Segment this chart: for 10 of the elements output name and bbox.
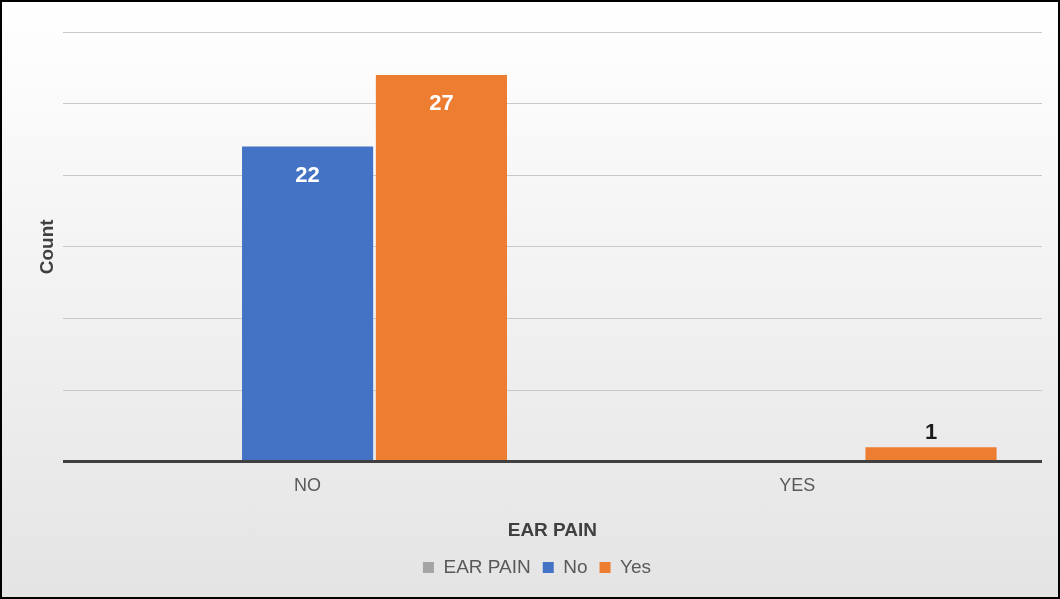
legend-label: No	[563, 555, 588, 577]
y-axis-title: Count	[35, 218, 57, 275]
data-label: 22	[295, 161, 320, 187]
x-tick-label: NO	[294, 475, 322, 496]
x-tick-label: YES	[779, 475, 816, 496]
data-label: 1	[924, 419, 938, 445]
x-axis-title: EAR PAIN	[507, 518, 598, 540]
legend-label: EAR PAIN	[443, 555, 531, 577]
data-label: 27	[429, 90, 454, 116]
legend-label: Yes	[620, 555, 652, 577]
